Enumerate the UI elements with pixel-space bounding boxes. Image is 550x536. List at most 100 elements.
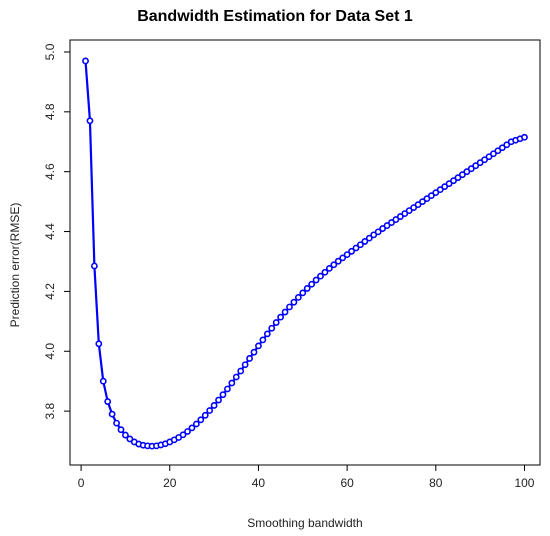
- data-point: [99, 377, 107, 385]
- data-point: [241, 361, 249, 369]
- data-point: [419, 198, 426, 206]
- data-point: [330, 261, 338, 269]
- data-point: [392, 216, 400, 223]
- data-point: [485, 153, 493, 161]
- data-point: [312, 276, 320, 284]
- plot-frame: [69, 39, 541, 466]
- data-point: [237, 367, 245, 375]
- data-point: [379, 225, 386, 232]
- data-point: [343, 251, 351, 258]
- y-tick-label-4.6: 4.6: [43, 163, 57, 180]
- x-axis-label: Smoothing bandwidth: [247, 516, 363, 530]
- data-point: [224, 385, 231, 393]
- x-tick-label-60: 60: [340, 476, 354, 490]
- data-point: [325, 264, 333, 272]
- data-point: [450, 177, 457, 185]
- data-point: [179, 431, 187, 439]
- data-point: [441, 183, 449, 191]
- data-point: [294, 293, 302, 301]
- data-point: [290, 298, 298, 306]
- data-point: [414, 201, 422, 209]
- data-point: [498, 144, 506, 152]
- data-point: [272, 319, 280, 326]
- data-point: [361, 238, 369, 245]
- data-point: [370, 231, 378, 239]
- data-point: [463, 168, 471, 176]
- data-point: [219, 391, 227, 399]
- data-point: [405, 207, 413, 214]
- data-point: [197, 416, 205, 424]
- data-point: [410, 204, 418, 212]
- data-point: [490, 150, 497, 158]
- y-tick-label-4.2: 4.2: [43, 283, 57, 300]
- data-point: [303, 285, 311, 292]
- y-tick-label-3.8: 3.8: [43, 402, 57, 419]
- data-point: [503, 141, 511, 149]
- data-point: [95, 340, 103, 348]
- data-point: [82, 57, 89, 65]
- data-point: [521, 133, 528, 141]
- x-tick-label-80: 80: [429, 476, 443, 490]
- data-point: [383, 222, 391, 229]
- data-point: [321, 268, 329, 276]
- data-point: [259, 336, 267, 344]
- y-tick-label-4.0: 4.0: [43, 343, 57, 360]
- data-point: [432, 189, 440, 197]
- data-point: [277, 313, 285, 321]
- data-point: [459, 171, 466, 179]
- data-point: [210, 402, 218, 409]
- data-point: [339, 254, 347, 262]
- data-point: [268, 324, 276, 332]
- data-point: [90, 262, 98, 270]
- chart-title: Bandwidth Estimation for Data Set 1: [137, 8, 413, 25]
- data-point: [427, 192, 435, 200]
- data-point: [436, 186, 444, 194]
- data-point: [108, 410, 116, 418]
- data-point: [246, 355, 253, 362]
- x-tick-label-20: 20: [163, 476, 177, 490]
- data-point: [472, 162, 480, 170]
- x-tick-label-0: 0: [78, 476, 85, 490]
- data-point: [365, 234, 373, 242]
- data-point: [232, 373, 240, 381]
- data-point: [281, 308, 289, 316]
- data-point: [215, 396, 222, 404]
- data-point: [494, 147, 502, 155]
- y-tick-label-5.0: 5.0: [43, 43, 57, 60]
- data-point: [228, 379, 236, 387]
- data-point: [357, 241, 364, 249]
- data-point: [401, 210, 409, 217]
- data-point: [188, 424, 196, 432]
- data-point: [86, 117, 94, 125]
- data-point: [396, 213, 404, 220]
- data-point: [374, 228, 382, 236]
- data-point: [286, 303, 293, 311]
- data-point: [445, 180, 453, 188]
- series-line: [84, 60, 525, 448]
- data-point: [117, 426, 125, 434]
- data-point: [348, 247, 355, 255]
- data-point: [206, 407, 214, 414]
- x-tick-label-100: 100: [514, 476, 534, 490]
- data-point: [299, 289, 307, 297]
- data-point: [308, 280, 316, 288]
- data-point: [317, 272, 324, 280]
- data-point: [122, 431, 129, 439]
- data-point: [104, 398, 112, 405]
- data-point: [192, 420, 200, 428]
- data-point: [334, 257, 342, 265]
- data-point: [184, 428, 191, 435]
- data-point: [454, 174, 462, 182]
- data-point: [423, 195, 431, 203]
- y-tick-label-4.4: 4.4: [43, 223, 57, 240]
- y-axis-label: Prediction error(RMSE): [8, 202, 22, 328]
- data-point: [263, 330, 271, 338]
- y-tick-label-4.8: 4.8: [43, 103, 57, 120]
- data-point: [113, 419, 120, 427]
- data-point: [201, 411, 209, 419]
- data-point: [388, 219, 395, 226]
- data-point: [352, 244, 360, 252]
- data-point: [126, 435, 134, 443]
